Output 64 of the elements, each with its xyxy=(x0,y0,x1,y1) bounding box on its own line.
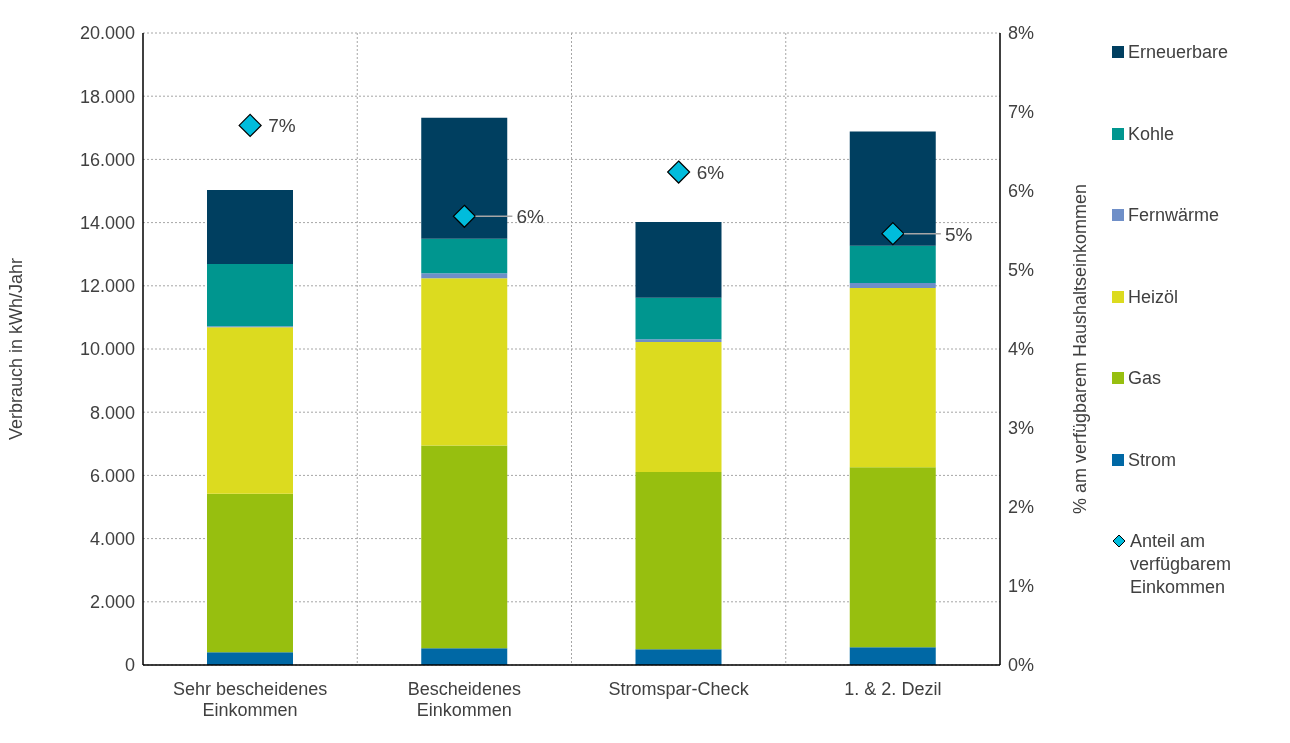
y-tick-label: 8.000 xyxy=(89,402,135,423)
bar xyxy=(635,339,722,343)
x-tick-label: Stromspar-Check xyxy=(608,679,750,699)
bar xyxy=(207,327,293,494)
y2-tick-label: 5% xyxy=(1008,260,1035,281)
y-axis-title: Verbrauch in kWh/Jahr xyxy=(6,257,27,441)
legend-label: Erneuerbare xyxy=(1128,41,1229,64)
bar xyxy=(849,131,936,246)
bar xyxy=(849,647,936,665)
bar xyxy=(849,282,936,289)
bar xyxy=(421,445,508,649)
legend-label: Anteil am verfügbarem Einkommen xyxy=(1130,530,1233,599)
bar xyxy=(421,117,508,239)
bar xyxy=(849,245,936,283)
y2-tick-label: 3% xyxy=(1008,418,1035,439)
y-tick-label: 20.000 xyxy=(79,23,135,44)
data-label: 7% xyxy=(268,115,296,137)
bar xyxy=(207,264,293,327)
y-tick-label: 12.000 xyxy=(79,276,135,297)
point xyxy=(238,113,262,138)
y-tick-label: 18.000 xyxy=(79,86,135,107)
legend-label: Fernwärme xyxy=(1128,204,1220,227)
bar xyxy=(635,297,722,340)
point xyxy=(452,204,476,228)
y2-tick-label: 1% xyxy=(1008,576,1035,597)
y-tick-label: 10.000 xyxy=(79,339,135,360)
x-tick-label: 1. & 2. Dezil xyxy=(844,679,942,699)
bar xyxy=(207,493,293,653)
bar xyxy=(207,652,293,665)
y2-tick-label: 6% xyxy=(1008,181,1035,202)
y2-tick-label: 7% xyxy=(1008,102,1035,123)
bar xyxy=(849,467,936,648)
legend-label: Heizöl xyxy=(1128,285,1179,309)
y-tick-label: 6.000 xyxy=(89,465,135,486)
y-tick-label: 16.000 xyxy=(79,149,135,170)
y2-tick-label: 2% xyxy=(1008,497,1035,518)
bar xyxy=(635,221,722,298)
bar xyxy=(421,238,508,274)
bar xyxy=(635,649,722,665)
x-tick-label: Bescheidenes Einkommen xyxy=(407,679,521,720)
data-label: 6% xyxy=(696,162,725,184)
y2-axis-title: % am verfügbarem Haushaltseinkommen xyxy=(1070,183,1091,515)
bar xyxy=(635,342,722,472)
point xyxy=(667,160,691,184)
bar xyxy=(635,471,722,650)
x-tick-label: Sehr bescheidenes Einkommen xyxy=(173,679,328,720)
bar xyxy=(421,278,508,446)
legend-label: Kohle xyxy=(1128,122,1175,146)
y2-tick-label: 4% xyxy=(1008,339,1035,360)
y2-tick-label: 8% xyxy=(1008,23,1035,44)
y-tick-label: 4.000 xyxy=(89,528,135,549)
y-tick-label: 14.000 xyxy=(79,212,135,233)
data-label: 6% xyxy=(516,206,544,228)
y-tick-label: 0 xyxy=(124,655,135,676)
bar xyxy=(849,288,936,468)
point xyxy=(881,222,905,246)
bar xyxy=(207,190,293,264)
legend-label: Gas xyxy=(1128,367,1162,390)
y2-tick-label: 0% xyxy=(1008,655,1035,676)
bar xyxy=(421,273,508,279)
legend-label: Strom xyxy=(1128,448,1177,472)
y-tick-label: 2.000 xyxy=(89,592,135,613)
data-label: 5% xyxy=(944,223,973,245)
bar xyxy=(421,648,508,665)
